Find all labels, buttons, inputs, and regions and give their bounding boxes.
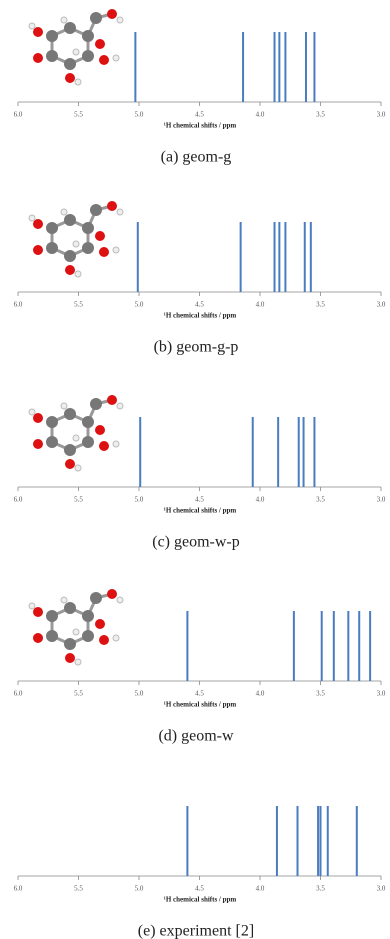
x-tick-label: 3.0 [377,111,386,119]
x-tick-label: 3.5 [316,690,325,698]
caption: (b) geom-g-p [154,339,239,356]
x-tick-label: 5.0 [135,496,144,504]
x-tick-label: 4.5 [195,496,204,504]
x-tick-label: 4.5 [195,111,204,119]
x-tick-label: 3.0 [377,301,386,309]
figure: 6.0 5.5 5.0 4.5 4.0 3.5 3.0 ¹H chemical shifts … [0,0,390,939]
x-tick-label: 6.0 [14,690,23,698]
x-tick-label: 5.5 [74,496,83,504]
x-axis-label: ¹H chemical shifts / ppm [164,701,237,709]
caption: (d) geom-w [158,728,234,745]
x-tick-label: 4.0 [256,496,265,504]
molecule [29,9,123,85]
caption: (e) experiment [2] [138,923,254,939]
x-tick-label: 5.5 [74,885,83,893]
x-axis-label: ¹H chemical shifts / ppm [164,896,237,904]
x-tick-label: 4.0 [256,690,265,698]
caption: (c) geom-w-p [152,534,240,551]
molecule [29,589,123,665]
x-tick-label: 6.0 [14,301,23,309]
x-tick-label: 4.5 [195,690,204,698]
x-tick-label: 5.0 [135,885,144,893]
molecule [29,395,123,471]
x-axis-label: ¹H chemical shifts / ppm [164,312,237,320]
x-tick-label: 4.0 [256,885,265,893]
x-tick-label: 5.0 [135,301,144,309]
molecule [29,201,123,277]
x-tick-label: 3.5 [316,111,325,119]
x-tick-label: 4.5 [195,885,204,893]
x-tick-label: 3.5 [316,885,325,893]
x-tick-label: 4.0 [256,111,265,119]
x-tick-label: 5.0 [135,690,144,698]
x-tick-label: 5.5 [74,111,83,119]
x-tick-label: 5.5 [74,690,83,698]
x-tick-label: 5.5 [74,301,83,309]
x-tick-label: 6.0 [14,111,23,119]
x-tick-label: 3.0 [377,690,386,698]
x-tick-label: 6.0 [14,496,23,504]
x-tick-label: 3.0 [377,496,386,504]
x-tick-label: 4.5 [195,301,204,309]
caption: (a) geom-g [161,149,232,166]
x-tick-label: 3.0 [377,885,386,893]
x-tick-label: 4.0 [256,301,265,309]
x-axis-label: ¹H chemical shifts / ppm [164,507,237,515]
x-axis-label: ¹H chemical shifts / ppm [164,122,237,130]
x-tick-label: 5.0 [135,111,144,119]
x-tick-label: 6.0 [14,885,23,893]
x-tick-label: 3.5 [316,301,325,309]
x-tick-label: 3.5 [316,496,325,504]
